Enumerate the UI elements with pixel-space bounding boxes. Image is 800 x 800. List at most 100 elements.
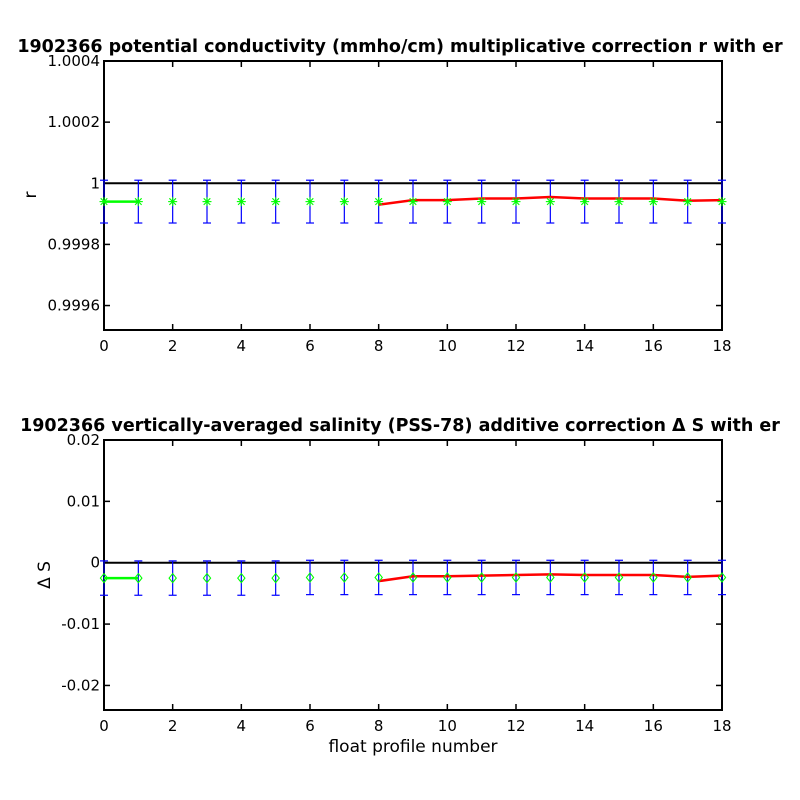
- error-bar: [615, 559, 623, 596]
- x-tick-label: 6: [305, 717, 315, 735]
- conductivity-correction-panel: 1902366 potential conductivity (mmho/cm)…: [17, 37, 783, 355]
- x-axis-label: float profile number: [328, 737, 497, 757]
- data-point: [408, 197, 418, 207]
- data-point: [648, 197, 658, 207]
- marker-stroke: [271, 197, 280, 206]
- data-point: [649, 572, 658, 583]
- x-tick-label: 10: [438, 717, 457, 735]
- data-point: [683, 197, 693, 207]
- plot-area: 0 2 4 6 8 10 12 14 16 18 -0.02 -0.01 0 0.01 0.02: [61, 431, 731, 735]
- y-tick-label: -0.01: [61, 615, 100, 633]
- x-tick-label: 2: [168, 337, 178, 355]
- marker-stroke: [409, 197, 417, 206]
- y-axis-label: Δ S: [35, 561, 55, 589]
- marker-stroke: [615, 197, 623, 206]
- error-bar: [374, 559, 383, 596]
- y-tick-label: 0.9996: [48, 297, 101, 315]
- error-bar: [340, 559, 349, 596]
- marker-stroke: [168, 197, 177, 206]
- error-bar: [271, 560, 280, 596]
- marker-stroke: [649, 197, 658, 206]
- data-point: [477, 197, 487, 207]
- marker-stroke: [683, 197, 692, 206]
- x-tick-label: 14: [575, 717, 594, 735]
- data-point: [580, 572, 589, 583]
- data-point: [202, 572, 212, 584]
- data-point: [511, 197, 521, 207]
- data-point: [305, 572, 315, 583]
- marker-stroke: [237, 197, 246, 206]
- marker-stroke: [306, 197, 314, 206]
- data-point: [99, 572, 109, 584]
- data-point: [168, 197, 178, 207]
- y-tick-label: -0.02: [61, 676, 100, 694]
- x-tick-label: 14: [575, 337, 594, 355]
- data-point: [237, 572, 246, 584]
- data-point: [443, 572, 452, 583]
- error-bar: [237, 560, 246, 596]
- error-bar: [168, 560, 177, 596]
- plot-area: 0 2 4 6 8 10 12 14 16 18 0.9996 0.9998 1 1.0002 1.0004: [48, 52, 732, 355]
- data-point: [477, 572, 486, 583]
- chart-title: 1902366 vertically-averaged salinity (PS…: [20, 416, 780, 436]
- x-tick-label: 0: [99, 717, 109, 735]
- chart-title: 1902366 potential conductivity (mmho/cm)…: [17, 37, 783, 57]
- data-point: [683, 572, 692, 583]
- y-axis-label: r: [21, 192, 41, 199]
- x-tick-label: 4: [237, 717, 247, 735]
- error-bar: [546, 559, 555, 596]
- data-point: [305, 197, 315, 207]
- data-point: [545, 197, 555, 207]
- marker-stroke: [546, 197, 555, 206]
- data-point: [134, 572, 143, 584]
- data-point: [271, 197, 281, 207]
- x-tick-label: 8: [374, 717, 384, 735]
- y-tick-label: 0: [90, 554, 100, 572]
- red-fit-line: [378, 195, 723, 206]
- x-tick-label: 16: [644, 337, 663, 355]
- x-tick-label: 2: [168, 717, 178, 735]
- error-bar: [203, 560, 211, 596]
- data-point: [408, 572, 418, 583]
- x-tick-label: 10: [438, 337, 457, 355]
- data-point: [202, 197, 212, 207]
- error-bar: [718, 559, 726, 596]
- marker-stroke: [340, 197, 349, 206]
- x-tick-label: 4: [237, 337, 247, 355]
- data-point: [99, 197, 109, 207]
- error-bar: [306, 559, 314, 596]
- y-tick-label: 1.0004: [48, 52, 101, 70]
- marker-stroke: [100, 197, 108, 206]
- error-bar: [580, 559, 589, 596]
- marker-stroke: [477, 197, 486, 206]
- data-point: [717, 197, 727, 207]
- x-tick-label: 18: [712, 337, 731, 355]
- x-tick-label: 12: [506, 337, 525, 355]
- data-point: [614, 197, 624, 207]
- x-tick-label: 16: [644, 717, 663, 735]
- data-point: [717, 572, 727, 583]
- error-bar: [649, 559, 658, 596]
- marker-stroke: [718, 197, 726, 206]
- error-bar: [512, 559, 520, 596]
- data-point: [236, 197, 246, 207]
- data-point: [340, 572, 349, 583]
- data-point: [133, 197, 143, 207]
- y-tick-label: 0.02: [67, 431, 100, 449]
- x-tick-label: 0: [99, 337, 109, 355]
- marker-stroke: [443, 197, 452, 206]
- marker-stroke: [134, 197, 143, 206]
- data-point: [271, 572, 280, 584]
- data-point: [580, 197, 590, 207]
- marker-stroke: [512, 197, 520, 206]
- y-tick-label: 1.0002: [48, 113, 101, 131]
- x-tick-label: 6: [305, 337, 315, 355]
- y-tick-label: 0.9998: [48, 235, 101, 253]
- red-fit-line: [378, 573, 723, 583]
- y-tick-label: 0.01: [67, 492, 100, 510]
- data-point: [546, 572, 555, 583]
- data-point: [374, 572, 383, 583]
- salinity-correction-panel: 1902366 vertically-averaged salinity (PS…: [20, 416, 780, 757]
